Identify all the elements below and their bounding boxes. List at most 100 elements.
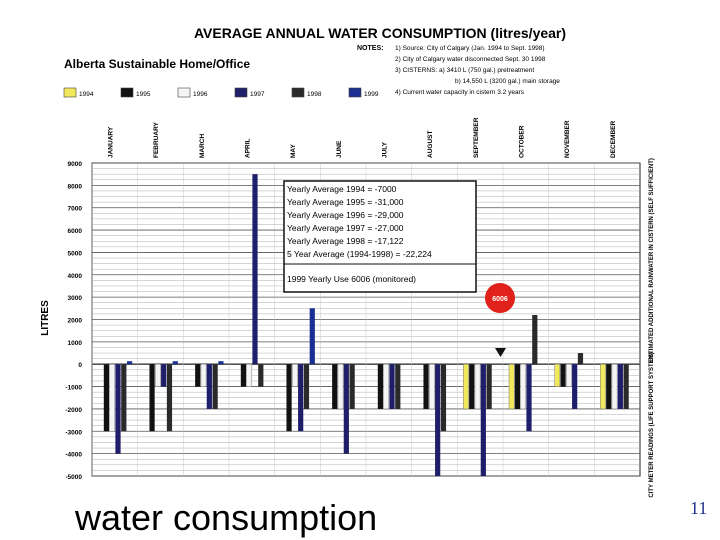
slide-caption: water consumption bbox=[75, 497, 378, 538]
legend-label-1999: 1999 bbox=[364, 91, 379, 98]
x-tick-label: APRIL bbox=[245, 138, 252, 158]
x-tick-label: JANUARY bbox=[108, 126, 115, 158]
x-tick-label: MARCH bbox=[199, 134, 206, 158]
y-tick-label: 5000 bbox=[68, 250, 83, 257]
x-tick-label: AUGUST bbox=[427, 131, 434, 158]
bar-1999-february bbox=[172, 361, 178, 365]
bar-1996-september bbox=[474, 363, 481, 410]
bar-1995-january bbox=[103, 364, 109, 432]
bar-1997-november bbox=[572, 364, 578, 409]
bar-1998-may bbox=[303, 364, 310, 409]
note-line-4: b) 14,550 L (3200 gal.) main storage bbox=[455, 78, 560, 85]
bar-1996-june bbox=[337, 363, 344, 410]
right-label-bottom: CITY METER READINGS (LIFE SUPPORT SYSTEM… bbox=[649, 352, 655, 497]
y-tick-label: 2000 bbox=[68, 318, 83, 325]
bar-1994-december bbox=[600, 363, 606, 410]
bar-1995-december bbox=[606, 364, 612, 409]
bar-1998-december bbox=[623, 364, 629, 409]
x-tick-label: JUNE bbox=[336, 140, 343, 158]
legend-label-1994: 1994 bbox=[79, 91, 94, 98]
bar-1995-june bbox=[332, 364, 338, 409]
bar-marks bbox=[103, 174, 629, 476]
bar-1997-may bbox=[298, 364, 304, 432]
bar-1996-november bbox=[566, 363, 572, 387]
annotation-line-3: Yearly Average 1996 = -29,000 bbox=[287, 210, 404, 220]
bar-1997-october bbox=[526, 364, 532, 432]
bar-1998-september bbox=[486, 364, 492, 409]
bar-1995-may bbox=[286, 364, 292, 432]
bar-1997-february bbox=[161, 364, 167, 387]
bar-1999-may bbox=[309, 308, 315, 365]
x-tick-label: SEPTEMBER bbox=[473, 117, 480, 158]
page-number: 11 bbox=[690, 498, 708, 518]
bar-1997-april bbox=[252, 174, 258, 365]
bar-1998-january bbox=[121, 364, 127, 432]
axis-labels: 9000 8000 7000 6000 5000 4000 3000 2000 1000 0 -10… bbox=[65, 117, 617, 481]
y-tick-label: 0 bbox=[78, 362, 82, 369]
bar-1997-september bbox=[480, 364, 486, 476]
legend-swatch-1998 bbox=[291, 87, 305, 98]
y-tick-label: 8000 bbox=[68, 183, 83, 190]
bar-1995-february bbox=[149, 364, 155, 432]
bar-1995-april bbox=[240, 364, 246, 387]
x-tick-label: NOVEMBER bbox=[564, 120, 571, 158]
annotation-line-5: Yearly Average 1998 = -17,122 bbox=[287, 236, 404, 246]
y-tick-label: -5000 bbox=[65, 474, 82, 481]
marker-arrow bbox=[495, 348, 506, 357]
legend-label-1996: 1996 bbox=[193, 91, 208, 98]
bar-1998-august bbox=[440, 364, 447, 432]
bar-1999-march bbox=[218, 361, 224, 365]
bar-1996-march bbox=[200, 363, 207, 387]
bar-1998-october bbox=[532, 315, 538, 365]
legend-label-1998: 1998 bbox=[307, 91, 322, 98]
y-tick-label: -1000 bbox=[65, 385, 82, 392]
bar-1998-april bbox=[258, 364, 264, 387]
legend-swatch-1999 bbox=[348, 87, 362, 98]
marker-circle bbox=[485, 283, 515, 313]
y-tick-label: -2000 bbox=[65, 407, 82, 414]
y-tick-label: -3000 bbox=[65, 429, 82, 436]
legend-swatch-1996 bbox=[177, 87, 191, 98]
bar-1998-november bbox=[577, 353, 584, 365]
bar-1994-october bbox=[508, 363, 515, 410]
bar-1996-october bbox=[520, 363, 527, 410]
right-label-top: ESTIMATED ADDITIONAL RAINWATER IN CISTER… bbox=[649, 158, 655, 362]
bar-1995-august bbox=[423, 364, 429, 409]
note-line-1: 1) Source: City of Calgary (Jan. 1994 to… bbox=[395, 45, 545, 52]
bar-1995-september bbox=[469, 364, 475, 409]
x-tick-label: MAY bbox=[290, 143, 297, 158]
legend-swatch-1994 bbox=[63, 87, 77, 98]
annotation-line-6: 5 Year Average (1994-1998) = -22,224 bbox=[287, 249, 432, 259]
legend-swatch-1997 bbox=[234, 87, 248, 98]
annotation-line-2: Yearly Average 1995 = -31,000 bbox=[287, 197, 404, 207]
bar-1994-september bbox=[463, 363, 469, 410]
bar-1997-june bbox=[343, 364, 349, 454]
bar-1998-july bbox=[395, 364, 401, 409]
note-line-5: 4) Current water capacity in cistern 3.2… bbox=[395, 89, 525, 96]
legend-label-1995: 1995 bbox=[136, 91, 151, 98]
bar-1998-june bbox=[349, 364, 355, 409]
bar-1998-march bbox=[212, 364, 218, 409]
bar-1997-july bbox=[389, 364, 395, 409]
x-tick-label: OCTOBER bbox=[519, 125, 526, 158]
bar-1995-october bbox=[514, 364, 520, 409]
bar-1996-january bbox=[109, 363, 116, 432]
bar-1996-april bbox=[246, 363, 253, 387]
x-tick-label: JULY bbox=[382, 141, 389, 158]
bar-1994-november bbox=[554, 363, 561, 387]
bar-1996-july bbox=[383, 363, 390, 410]
bar-1998-february bbox=[166, 364, 173, 432]
notes-label: NOTES: bbox=[357, 45, 383, 52]
chart-text: AVERAGE ANNUAL WATER CONSUMPTION (litres… bbox=[40, 25, 655, 498]
y-tick-label: 4000 bbox=[68, 273, 83, 280]
y-tick-label: 6000 bbox=[68, 228, 83, 235]
bar-1997-january bbox=[115, 364, 121, 454]
note-line-2: 2) City of Calgary water disconnected Se… bbox=[395, 56, 546, 63]
bar-1997-march bbox=[206, 364, 212, 409]
y-tick-label: 7000 bbox=[68, 206, 83, 213]
bar-1997-december bbox=[617, 364, 623, 409]
bar-1995-november bbox=[560, 364, 566, 387]
bar-1996-august bbox=[429, 363, 435, 410]
